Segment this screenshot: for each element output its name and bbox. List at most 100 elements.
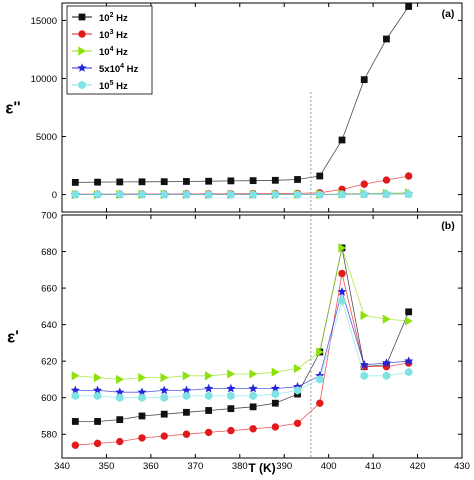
data-point-b-3-15 [404,356,414,366]
legend-label-suffix-0: Hz [113,13,128,24]
data-point-a-4-14 [382,189,391,199]
data-point-a-4-11 [316,190,324,199]
data-point-b-0-4 [160,410,168,418]
data-point-b-2-14 [382,314,391,324]
panel-a-frame [61,2,463,213]
data-point-a-0-5 [183,178,190,185]
data-point-b-2-8 [249,369,258,379]
data-point-b-3-13 [359,360,369,369]
series-line-b-4 [75,299,409,399]
data-point-b-1-4 [160,432,168,440]
series-line-a-0 [75,6,410,183]
data-point-a-4-13 [360,189,368,199]
ytick-label-a-2: 10000 [31,74,57,85]
data-point-b-2-12 [338,243,347,253]
data-point-a-0-6 [205,177,213,185]
data-point-b-0-6 [205,407,213,414]
data-point-a-4-12 [338,190,346,199]
ytick-label-b-4: 660 [41,284,57,295]
data-point-b-3-14 [381,358,392,367]
y-axis-label-symbol-a: ε [5,99,13,118]
data-point-b-4-8 [249,391,257,401]
data-point-b-3-4 [159,385,169,395]
data-point-b-2-13 [360,310,369,321]
data-point-a-1-15 [404,172,413,180]
data-point-b-4-5 [182,391,191,401]
data-point-b-4-12 [338,296,346,306]
data-point-b-0-15 [405,308,413,316]
data-point-b-1-11 [316,399,324,407]
legend-marker-1 [78,30,86,38]
data-point-b-3-8 [248,383,258,393]
data-point-b-1-12 [338,269,346,278]
y-axis-label-primes-a: '' [13,99,20,116]
data-point-b-0-5 [183,408,190,416]
legend-entry-3: 5x104 Hz [72,63,139,75]
data-point-b-2-11 [316,347,324,357]
legend-entry-1: 103 Hz [72,29,128,41]
data-point-a-0-7 [227,177,235,185]
data-point-b-0-3 [138,412,146,420]
ytick-label-b-2: 620 [41,357,57,368]
data-point-a-4-8 [249,190,257,199]
data-point-b-4-2 [116,393,124,403]
data-point-a-4-7 [227,190,235,199]
legend-label-base-4: 10 [99,81,110,92]
data-point-b-1-10 [293,419,302,427]
data-point-b-1-7 [227,426,235,435]
data-point-b-1-1 [93,439,102,448]
data-point-b-1-9 [271,423,280,431]
xtick-label-4: 380 [232,461,248,472]
legend-label-suffix-1: Hz [113,30,128,41]
data-point-b-3-0 [70,385,80,395]
data-point-b-0-9 [271,399,279,407]
data-point-b-2-9 [271,367,280,377]
y-axis-label-symbol-b: ε [7,328,15,347]
ytick-label-a-1: 5000 [36,132,57,143]
legend-label-suffix-4: Hz [113,81,128,92]
frames-layer [61,2,463,459]
data-point-b-1-8 [249,425,257,433]
data-point-b-2-10 [293,363,302,374]
data-point-b-4-7 [227,391,235,401]
data-point-b-2-1 [93,373,102,383]
data-point-a-4-15 [404,189,413,199]
legend-marker-0 [78,13,86,21]
legend-label-base-3: 5x10 [99,64,120,75]
legend-label-sup-1: 3 [110,29,114,36]
legend-label-0: 102 Hz [99,12,128,24]
y-axis-label-primes-b: ' [15,328,19,345]
legend-label-sup-0: 2 [110,12,114,19]
data-point-a-0-15 [405,3,413,10]
panel-b-series [70,243,414,449]
xtick-label-1: 350 [99,461,115,472]
data-point-b-3-2 [115,387,125,397]
legend-label-4: 105 Hz [99,80,128,92]
legend-label-sup-3: 4 [120,63,124,70]
xtick-label-8: 420 [410,461,426,472]
data-point-b-3-1 [92,385,103,395]
data-point-b-4-11 [316,375,324,384]
legend-label-suffix-3: Hz [124,64,139,75]
xtick-label-2: 360 [143,461,159,472]
legend-label-suffix-2: Hz [113,47,128,58]
data-point-b-2-15 [404,316,413,326]
legend-label-sup-2: 4 [110,46,114,53]
data-point-b-3-9 [270,383,280,393]
data-point-a-0-14 [383,35,390,43]
data-point-a-0-4 [160,178,168,186]
legend-label-2: 104 Hz [99,46,128,58]
xtick-label-9: 430 [454,461,470,472]
x-axis-label: T (K) [248,461,275,475]
data-point-b-4-6 [204,391,213,401]
data-point-a-0-8 [249,177,257,185]
data-point-b-0-1 [94,418,101,425]
data-point-a-4-1 [93,190,102,199]
data-point-b-1-5 [182,430,191,438]
data-point-a-0-11 [316,172,324,180]
xtick-label-6: 400 [321,461,337,472]
data-point-b-2-0 [71,371,80,381]
data-point-b-2-3 [138,373,147,383]
ytick-label-a-3: 15000 [31,16,57,27]
